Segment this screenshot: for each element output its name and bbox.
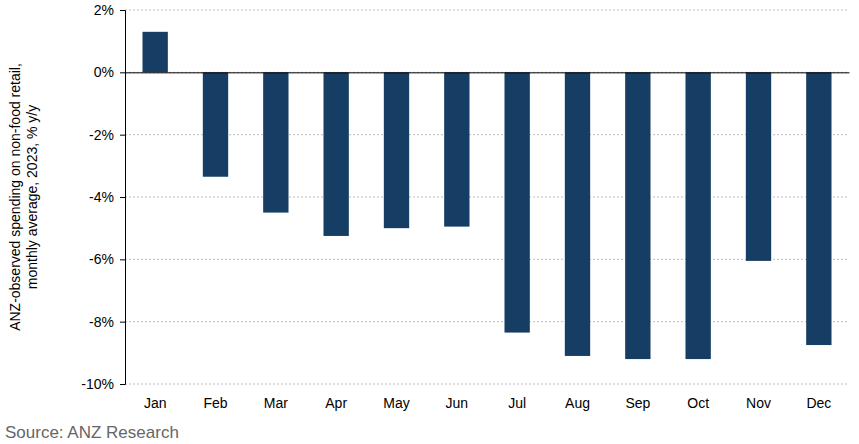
y-axis-title: ANZ-observed spending on non-food retail…: [7, 63, 40, 331]
y-tick-mark: [120, 259, 125, 260]
grid-line: [125, 259, 849, 260]
x-tick: Jun: [446, 72, 469, 411]
x-tick: Oct: [687, 72, 709, 411]
x-tick-label: Feb: [203, 395, 227, 411]
chart: -10% -8% -6% -4% -2% 0% 2% Jan Feb Mar Apr May Jun Ju…: [0, 0, 859, 444]
grid-line: [125, 384, 849, 385]
x-tick-label: Jun: [446, 395, 469, 411]
x-tick-label: Sep: [625, 395, 650, 411]
bar: [263, 72, 288, 212]
grid-line: [125, 10, 849, 11]
x-tick: Dec: [806, 72, 831, 411]
bar: [142, 32, 167, 73]
y-tick-label: -10%: [81, 376, 114, 392]
y-tick-label: 0%: [94, 64, 114, 80]
y-tick-label: -8%: [89, 314, 114, 330]
y-tick: 2%: [94, 2, 125, 18]
grid-line: [125, 197, 849, 198]
y-tick: -6%: [89, 251, 125, 267]
y-tick: -4%: [89, 189, 125, 205]
bar: [504, 72, 529, 332]
x-tick: Sep: [625, 72, 650, 411]
x-tick-label: Jul: [508, 395, 526, 411]
y-axis-title-line: ANZ-observed spending on non-food retail…: [7, 63, 23, 331]
x-tick-label: Dec: [806, 395, 831, 411]
y-tick-label: -4%: [89, 189, 114, 205]
y-tick-mark: [120, 10, 125, 11]
x-tick: Apr: [325, 72, 347, 411]
x-tick: Aug: [565, 72, 590, 411]
x-tick: Feb: [203, 72, 227, 411]
x-tick-label: Mar: [264, 395, 288, 411]
y-axis-line: [120, 11, 126, 385]
y-tick: -8%: [89, 314, 125, 330]
y-tick-label: 2%: [94, 2, 114, 18]
y-tick-mark: [120, 322, 125, 323]
grid: [125, 10, 849, 384]
grid-line: [125, 72, 849, 73]
bar: [806, 72, 831, 345]
y-axis-title-line: monthly average, 2023, % y/y: [24, 105, 40, 289]
y-tick: 0%: [94, 64, 125, 80]
y-tick-mark: [120, 72, 125, 73]
bar: [384, 72, 409, 228]
y-tick: -10%: [81, 376, 125, 392]
x-axis: Jan Feb Mar Apr May Jun Jul Aug Sep Oct Nov Dec: [126, 72, 850, 411]
bar: [685, 72, 710, 359]
source: Source: ANZ Research: [5, 423, 179, 442]
grid-line: [125, 134, 849, 135]
x-tick: May: [383, 72, 409, 411]
x-tick: Jul: [508, 72, 526, 411]
bar: [625, 72, 650, 359]
x-axis-line: [126, 72, 850, 73]
bars: [142, 32, 831, 359]
y-tick-mark: [120, 197, 125, 198]
y-tick-mark: [120, 135, 125, 136]
grid-line: [125, 321, 849, 322]
y-tick-mark: [120, 384, 125, 385]
bar: [323, 72, 348, 236]
y-axis: -10% -8% -6% -4% -2% 0% 2%: [81, 2, 125, 392]
x-tick-label: Jan: [144, 395, 167, 411]
x-tick: Jan: [144, 72, 167, 411]
x-tick-label: Oct: [687, 395, 709, 411]
x-tick-label: Aug: [565, 395, 590, 411]
x-tick: Mar: [264, 72, 288, 411]
bar: [565, 72, 590, 356]
x-tick: Nov: [746, 72, 771, 411]
bar: [203, 72, 228, 176]
bar: [444, 72, 469, 226]
bar: [746, 72, 771, 261]
x-tick-label: Apr: [325, 395, 347, 411]
y-tick-label: -6%: [89, 251, 114, 267]
y-tick: -2%: [89, 127, 125, 143]
y-tick-label: -2%: [89, 127, 114, 143]
x-tick-label: May: [383, 395, 409, 411]
x-tick-label: Nov: [746, 395, 771, 411]
